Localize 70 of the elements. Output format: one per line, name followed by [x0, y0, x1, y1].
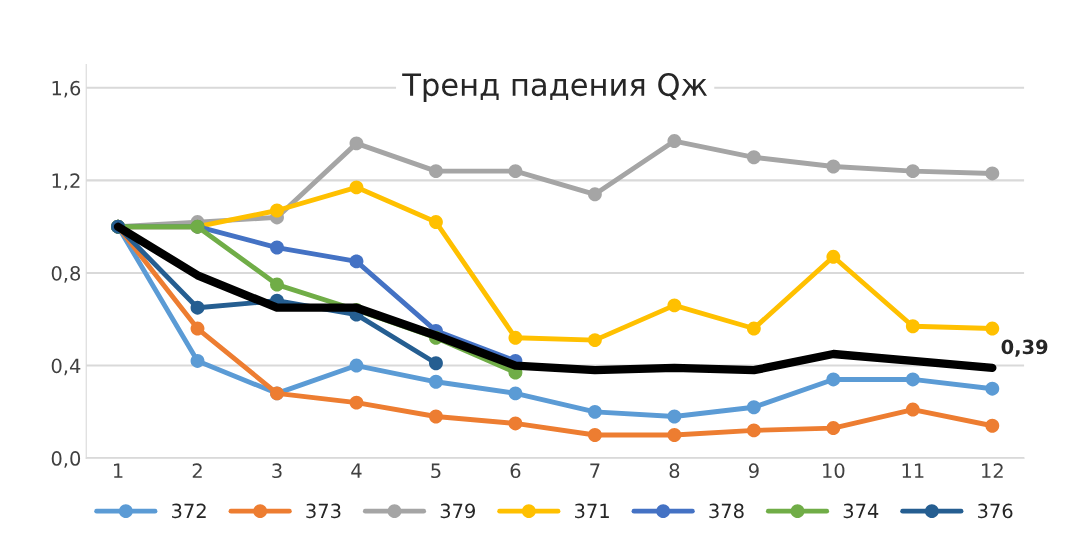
point: [270, 240, 284, 255]
legend-label: 379: [440, 503, 475, 519]
point: [429, 215, 443, 230]
point: [985, 381, 1000, 396]
point: [508, 330, 523, 345]
legend-label: 371: [575, 503, 609, 519]
y-tick-label: 0,0: [51, 451, 81, 468]
point: [826, 372, 841, 387]
point: [826, 159, 841, 174]
chart-title: Тренд падения Qж: [402, 73, 708, 103]
point: [190, 300, 205, 315]
point: [349, 254, 364, 269]
point: [667, 409, 682, 424]
x-tick-label: 4: [351, 463, 362, 478]
point: [587, 428, 602, 442]
point: [667, 428, 682, 442]
x-tick-label: 12: [982, 463, 1003, 478]
annotation: 0,39: [1001, 339, 1048, 357]
legend-label: 374: [843, 503, 879, 519]
point: [349, 395, 364, 410]
point: [985, 321, 1000, 336]
x-tick-label: 10: [823, 463, 845, 479]
point: [190, 354, 205, 368]
point: [905, 319, 920, 334]
point: [667, 298, 682, 313]
point: [508, 164, 523, 179]
x-tick-label: 5: [431, 463, 441, 479]
point: [429, 409, 443, 424]
point: [905, 402, 920, 417]
point: [349, 136, 364, 151]
point: [270, 203, 284, 218]
x-tick-label: 1: [113, 463, 123, 478]
x-tick-label: 6: [510, 463, 521, 479]
y-tick-label: 1,2: [52, 173, 80, 191]
x-tick-label: 7: [590, 463, 600, 478]
point: [349, 180, 364, 195]
point: [429, 356, 443, 371]
point: [429, 374, 443, 389]
point: [746, 400, 761, 415]
y-tick-label: 0,4: [51, 358, 81, 376]
x-tick-label: 11: [902, 463, 924, 478]
point: [826, 249, 841, 264]
point: [508, 386, 523, 401]
point: [746, 150, 761, 165]
point: [826, 421, 841, 436]
point: [667, 134, 682, 148]
x-tick-label: 9: [748, 463, 759, 479]
x-tick-label: 3: [272, 463, 282, 479]
y-tick-label: 1,6: [52, 80, 81, 98]
point: [349, 358, 364, 373]
point: [429, 164, 443, 179]
legend-label: 373: [306, 503, 341, 519]
point: [587, 333, 602, 348]
x-tick-label: 2: [192, 463, 202, 478]
point: [190, 321, 205, 336]
legend-label: 372: [172, 503, 206, 519]
point: [587, 187, 602, 202]
point: [905, 164, 920, 179]
legend-label: 378: [709, 503, 744, 519]
point: [985, 418, 1000, 433]
point: [746, 423, 761, 438]
point: [587, 404, 602, 419]
y-tick-label: 0,8: [51, 265, 81, 283]
point: [905, 372, 920, 387]
point: [508, 416, 523, 431]
x-tick-label: 8: [669, 463, 680, 479]
point: [746, 321, 761, 336]
legend-label: 376: [978, 503, 1013, 519]
point: [270, 277, 284, 292]
point: [985, 166, 1000, 181]
